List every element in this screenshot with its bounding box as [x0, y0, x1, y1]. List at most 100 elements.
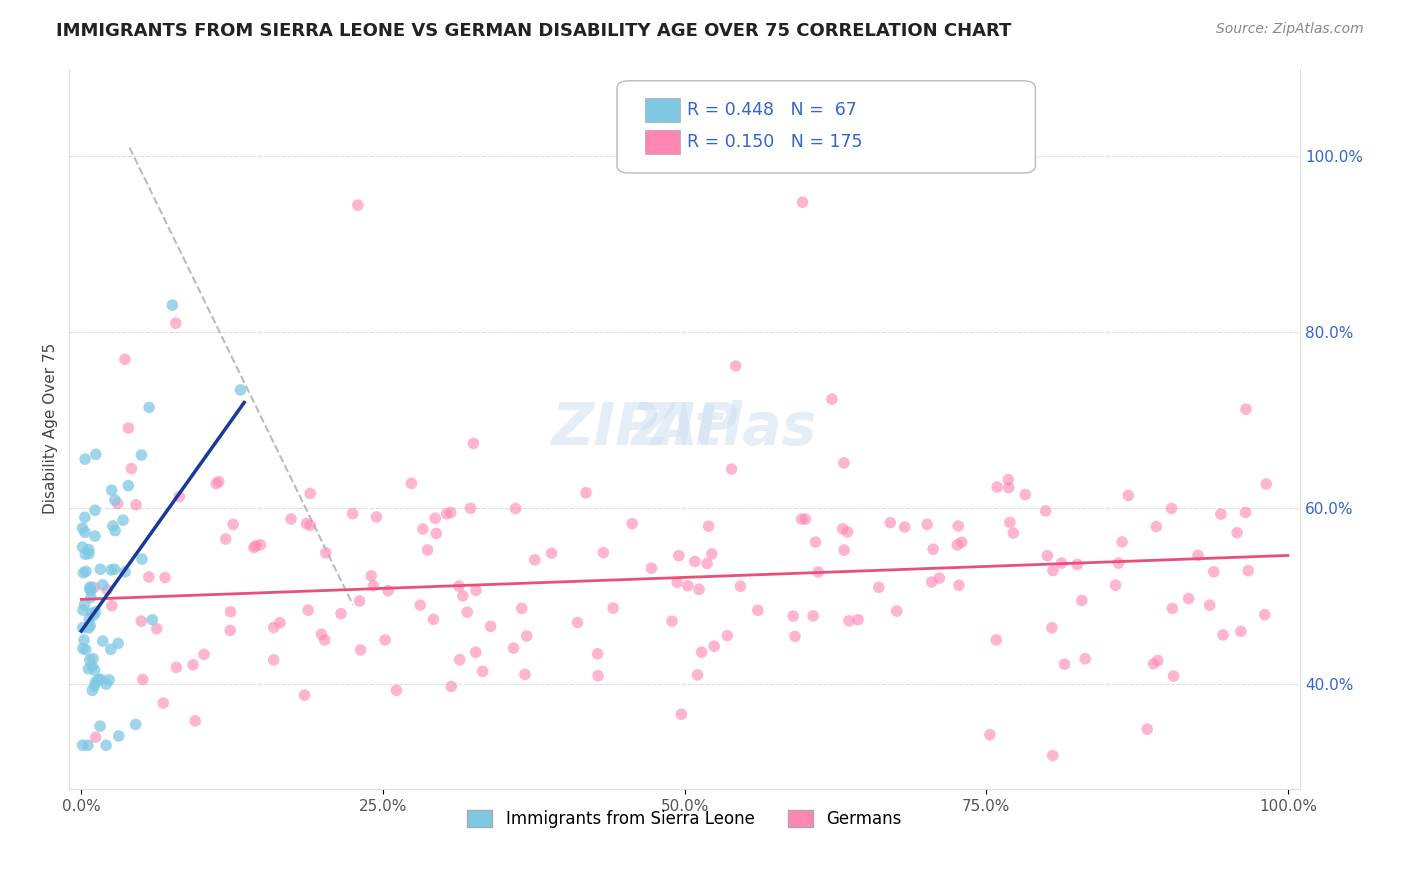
Point	[1066, 558, 1088, 572]
Point	[886, 604, 908, 618]
Point	[440, 680, 463, 694]
Point	[783, 629, 806, 643]
Point	[915, 517, 938, 532]
FancyBboxPatch shape	[645, 98, 679, 122]
Point	[696, 557, 718, 571]
Point	[181, 657, 204, 672]
Point	[794, 512, 817, 526]
Point	[465, 583, 488, 598]
Point	[114, 565, 136, 579]
Point	[75, 547, 97, 561]
Point	[928, 571, 950, 585]
Point	[205, 476, 228, 491]
Point	[505, 501, 527, 516]
Point	[299, 486, 322, 500]
Point	[592, 545, 614, 559]
Point	[1042, 564, 1064, 578]
Point	[716, 629, 738, 643]
Point	[83, 581, 105, 595]
Point	[100, 483, 122, 497]
Point	[219, 605, 242, 619]
Point	[347, 198, 370, 212]
Point	[112, 513, 135, 527]
Point	[436, 507, 458, 521]
Point	[425, 511, 447, 525]
Point	[77, 739, 100, 753]
Point	[269, 615, 291, 630]
Point	[82, 659, 104, 673]
Point	[79, 619, 101, 633]
Point	[72, 621, 94, 635]
Point	[131, 448, 153, 462]
Point	[72, 540, 94, 554]
Point	[141, 613, 163, 627]
Point	[640, 561, 662, 575]
Point	[464, 645, 486, 659]
Point	[77, 662, 100, 676]
Point	[131, 552, 153, 566]
Point	[103, 562, 125, 576]
Point	[838, 614, 860, 628]
Point	[80, 606, 103, 620]
Point	[700, 547, 723, 561]
FancyBboxPatch shape	[645, 129, 679, 153]
Point	[1256, 477, 1278, 491]
Point	[683, 554, 706, 568]
Point	[94, 739, 117, 753]
Point	[101, 599, 124, 613]
Point	[311, 627, 333, 641]
Point	[162, 298, 184, 312]
Point	[792, 195, 814, 210]
Point	[1053, 657, 1076, 672]
Point	[510, 601, 533, 615]
Point	[77, 542, 100, 557]
Text: IMMIGRANTS FROM SIERRA LEONE VS GERMAN DISABILITY AGE OVER 75 CORRELATION CHART: IMMIGRANTS FROM SIERRA LEONE VS GERMAN D…	[56, 22, 1011, 40]
Point	[208, 475, 231, 489]
Point	[837, 524, 859, 539]
Point	[1187, 549, 1209, 563]
Point	[350, 643, 373, 657]
Point	[720, 462, 742, 476]
Point	[1104, 578, 1126, 592]
Point	[998, 516, 1021, 530]
Point	[100, 642, 122, 657]
Point	[1035, 504, 1057, 518]
Point	[1040, 621, 1063, 635]
Point	[730, 579, 752, 593]
Point	[479, 619, 502, 633]
Point	[72, 603, 94, 617]
Point	[516, 629, 538, 643]
Point	[165, 660, 187, 674]
Point	[502, 641, 524, 656]
Text: Source: ZipAtlas.com: Source: ZipAtlas.com	[1216, 22, 1364, 37]
Point	[1144, 519, 1167, 533]
Point	[138, 570, 160, 584]
Point	[703, 639, 725, 653]
Point	[132, 673, 155, 687]
Point	[98, 673, 121, 687]
Point	[229, 383, 252, 397]
Point	[295, 516, 318, 531]
Point	[1042, 748, 1064, 763]
Point	[84, 529, 107, 543]
Point	[412, 522, 434, 536]
Point	[440, 506, 463, 520]
Point	[72, 739, 94, 753]
Point	[84, 605, 107, 619]
Point	[1160, 501, 1182, 516]
Point	[107, 497, 129, 511]
Point	[363, 579, 385, 593]
Point	[360, 569, 382, 583]
Point	[75, 565, 97, 579]
Point	[107, 636, 129, 650]
Point	[1118, 488, 1140, 502]
Point	[456, 605, 478, 619]
Point	[1209, 507, 1232, 521]
Point	[72, 521, 94, 535]
Point	[602, 601, 624, 615]
Point	[114, 352, 136, 367]
Point	[724, 359, 747, 373]
Point	[1036, 549, 1059, 563]
Point	[77, 612, 100, 626]
Point	[377, 583, 399, 598]
